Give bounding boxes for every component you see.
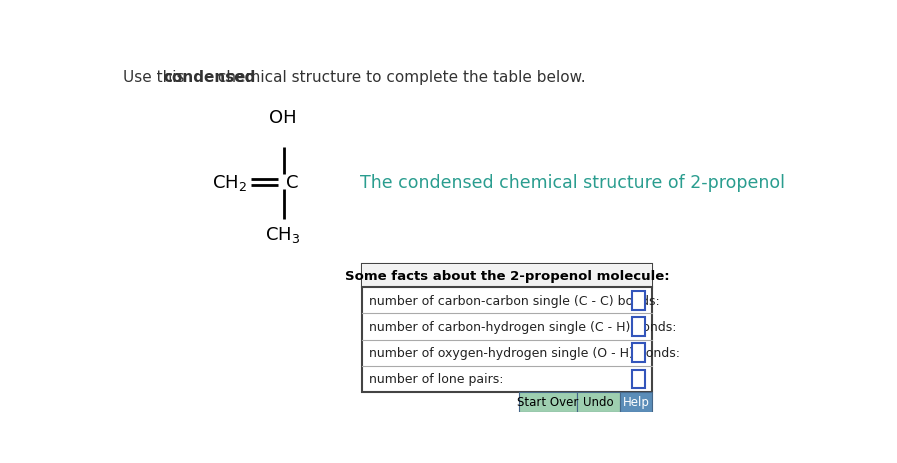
Text: number of carbon-hydrogen single (C - H) bonds:: number of carbon-hydrogen single (C - H)…: [369, 320, 676, 333]
Bar: [632, 370, 645, 388]
Text: number of lone pairs:: number of lone pairs:: [369, 373, 503, 386]
Text: C: C: [286, 173, 298, 191]
Bar: [361, 264, 652, 392]
Bar: [632, 291, 645, 310]
Bar: [632, 344, 645, 362]
Bar: [620, 392, 652, 412]
Text: CH$_3$: CH$_3$: [265, 225, 300, 244]
Text: OH: OH: [269, 108, 296, 126]
Text: Use this: Use this: [123, 69, 189, 84]
Bar: [361, 264, 652, 288]
Bar: [577, 392, 620, 412]
Text: Help: Help: [623, 395, 649, 408]
Text: The condensed chemical structure of 2-propenol: The condensed chemical structure of 2-pr…: [360, 173, 785, 191]
Bar: [632, 318, 645, 336]
Text: CH$_2$: CH$_2$: [212, 172, 247, 192]
Text: Some facts about the 2-propenol molecule:: Some facts about the 2-propenol molecule…: [344, 269, 669, 282]
Text: Start Over: Start Over: [518, 395, 579, 408]
Text: condensed: condensed: [163, 69, 256, 84]
Bar: [519, 392, 577, 412]
Text: number of oxygen-hydrogen single (O - H) bonds:: number of oxygen-hydrogen single (O - H)…: [369, 346, 680, 359]
Text: chemical structure to complete the table below.: chemical structure to complete the table…: [213, 69, 586, 84]
Text: Undo: Undo: [583, 395, 614, 408]
Text: number of carbon-carbon single (C - C) bonds:: number of carbon-carbon single (C - C) b…: [369, 294, 659, 307]
